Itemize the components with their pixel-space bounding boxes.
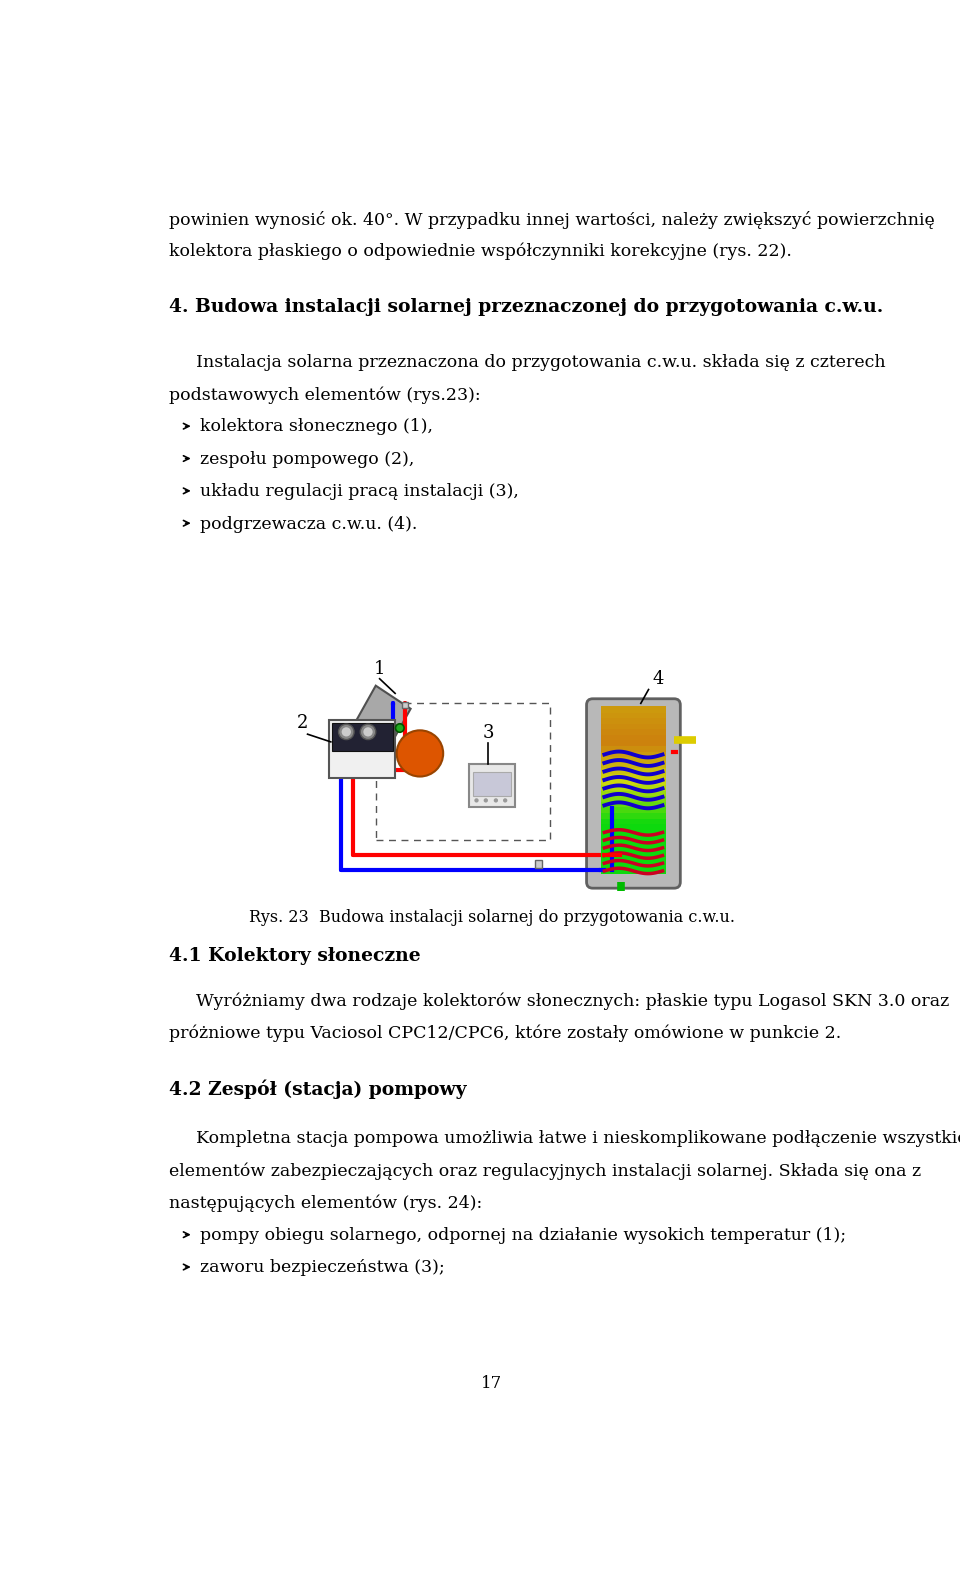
Bar — [601, 729, 666, 735]
Bar — [601, 807, 666, 813]
Bar — [601, 762, 666, 769]
Bar — [601, 869, 666, 875]
Bar — [601, 835, 666, 842]
Circle shape — [474, 799, 479, 802]
Bar — [375, 703, 550, 840]
Bar — [601, 796, 666, 802]
Text: następujących elementów (rys. 24):: następujących elementów (rys. 24): — [169, 1194, 482, 1212]
Bar — [601, 745, 666, 751]
Text: 2: 2 — [297, 715, 308, 732]
Bar — [601, 784, 666, 791]
Bar — [331, 723, 393, 751]
Text: pompy obiegu solarnego, odpornej na działanie wysokich temperatur (1);: pompy obiegu solarnego, odpornej na dzia… — [200, 1228, 846, 1243]
Bar — [601, 829, 666, 835]
Circle shape — [396, 730, 444, 777]
Circle shape — [484, 799, 488, 802]
Bar — [601, 734, 666, 740]
Bar — [601, 824, 666, 829]
Bar — [601, 846, 666, 853]
Text: Wyróżniamy dwa rodzaje kolektorów słonecznych: płaskie typu Logasol SKN 3.0 oraz: Wyróżniamy dwa rodzaje kolektorów słonec… — [196, 992, 949, 1010]
Bar — [601, 840, 666, 846]
Circle shape — [342, 727, 351, 737]
Bar — [601, 818, 666, 824]
Circle shape — [339, 724, 354, 740]
Text: Instalacja solarna przeznaczona do przygotowania c.w.u. składa się z czterech: Instalacja solarna przeznaczona do przyg… — [196, 354, 885, 372]
Bar — [601, 791, 666, 796]
Circle shape — [493, 799, 498, 802]
Circle shape — [503, 799, 507, 802]
Text: Rys. 23  Budowa instalacji solarnej do przygotowania c.w.u.: Rys. 23 Budowa instalacji solarnej do pr… — [249, 908, 735, 926]
Text: 3: 3 — [482, 724, 493, 742]
Bar — [601, 751, 666, 757]
Text: 4. Budowa instalacji solarnej przeznaczonej do przygotowania c.w.u.: 4. Budowa instalacji solarnej przeznaczo… — [169, 299, 883, 316]
FancyBboxPatch shape — [587, 699, 681, 888]
Text: 4.1 Kolektory słoneczne: 4.1 Kolektory słoneczne — [169, 948, 420, 966]
Bar — [601, 813, 666, 818]
Text: 4.2 Zespół (stacja) pompowy: 4.2 Zespół (stacja) pompowy — [169, 1080, 467, 1099]
Text: próżniowe typu Vaciosol CPC12/CPC6, które zostały omówione w punkcie 2.: próżniowe typu Vaciosol CPC12/CPC6, któr… — [169, 1024, 841, 1042]
Bar — [601, 740, 666, 746]
Bar — [329, 721, 396, 778]
Text: zespołu pompowego (2),: zespołu pompowego (2), — [200, 451, 414, 468]
Bar — [601, 773, 666, 780]
Bar — [601, 780, 666, 784]
Circle shape — [360, 724, 375, 740]
Bar — [601, 851, 666, 858]
Text: 17: 17 — [481, 1375, 503, 1391]
Bar — [601, 756, 666, 762]
Bar — [601, 718, 666, 724]
Text: 4: 4 — [653, 670, 664, 688]
Bar — [601, 711, 666, 718]
Text: kolektora słonecznego (1),: kolektora słonecznego (1), — [200, 419, 433, 435]
Bar — [468, 764, 516, 807]
Bar — [601, 802, 666, 807]
Text: 1: 1 — [373, 661, 385, 678]
Circle shape — [363, 727, 372, 737]
Polygon shape — [356, 686, 411, 743]
Text: kolektora płaskiego o odpowiednie współczynniki korekcyjne (rys. 22).: kolektora płaskiego o odpowiednie współc… — [169, 243, 792, 260]
Bar — [601, 767, 666, 773]
Text: podgrzewacza c.w.u. (4).: podgrzewacza c.w.u. (4). — [200, 516, 418, 532]
Text: powinien wynosić ok. 40°. W przypadku innej wartości, należy zwiększyć powierzch: powinien wynosić ok. 40°. W przypadku in… — [169, 211, 935, 229]
Text: elementów zabezpieczających oraz regulacyjnych instalacji solarnej. Składa się o: elementów zabezpieczających oraz regulac… — [169, 1162, 921, 1180]
Text: zaworu bezpieczeństwa (3);: zaworu bezpieczeństwa (3); — [200, 1259, 444, 1277]
Text: podstawowych elementów (rys.23):: podstawowych elementów (rys.23): — [169, 386, 480, 403]
Bar — [473, 772, 511, 796]
Bar — [601, 862, 666, 869]
Circle shape — [396, 724, 404, 732]
Bar — [601, 723, 666, 729]
Bar — [402, 702, 408, 708]
Bar — [601, 707, 666, 713]
Bar — [601, 858, 666, 864]
Bar — [535, 861, 542, 869]
Text: układu regulacji pracą instalacji (3),: układu regulacji pracą instalacji (3), — [200, 483, 518, 500]
Text: Kompletna stacja pompowa umożliwia łatwe i nieskomplikowane podłączenie wszystki: Kompletna stacja pompowa umożliwia łatwe… — [196, 1131, 960, 1147]
